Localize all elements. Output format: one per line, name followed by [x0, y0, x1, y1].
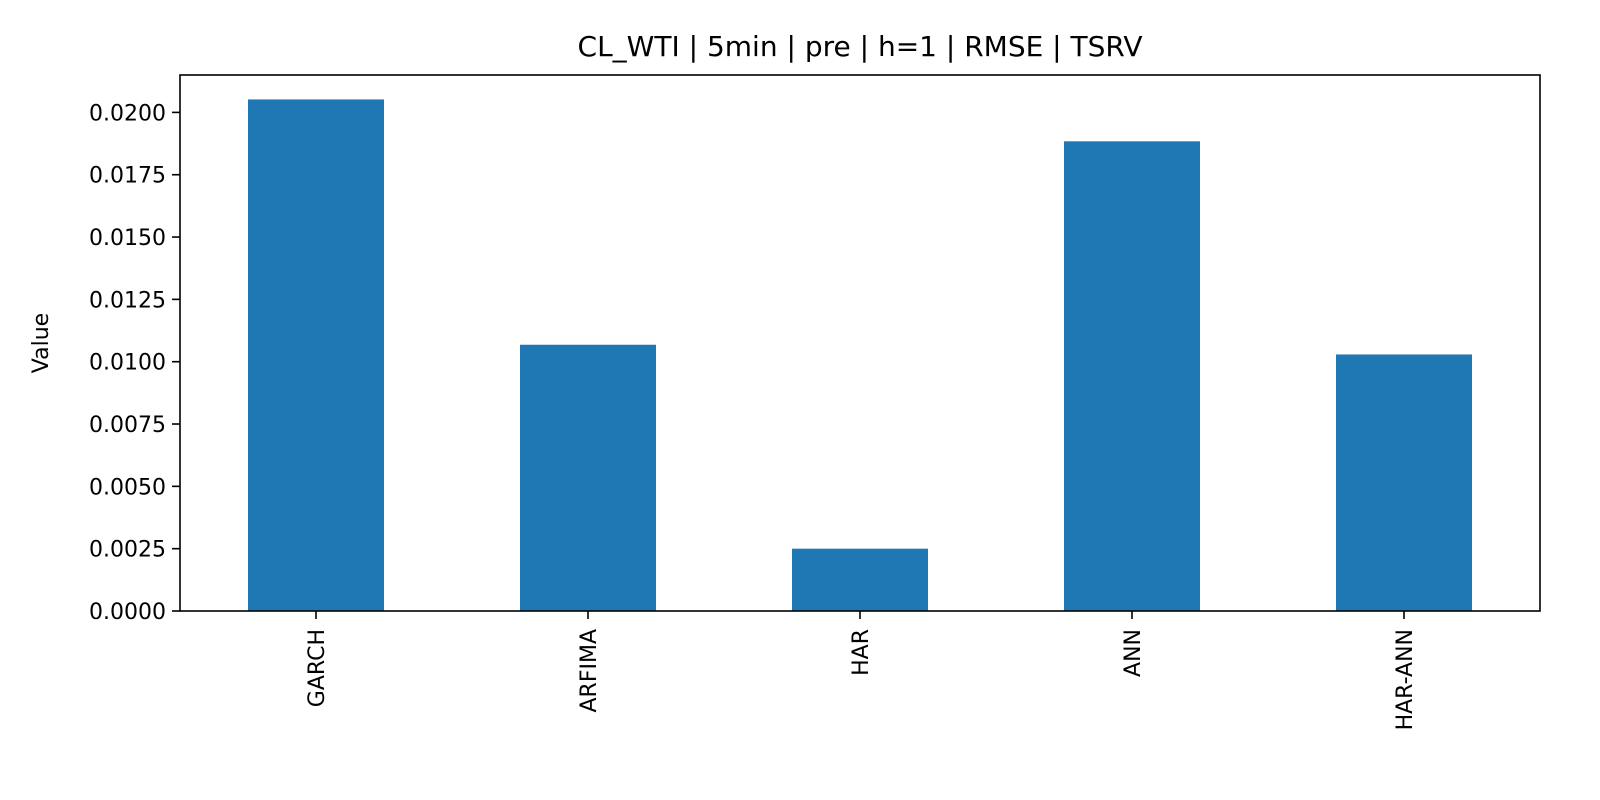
y-axis: 0.0000 0.0025 0.0050 0.0075 0.0100 0.0125 0.01… — [89, 101, 180, 625]
x-axis: GARCH ARFIMA HAR ANN HAR-ANN — [305, 611, 1418, 730]
bar-ann — [1064, 141, 1200, 611]
x-tick-label-har: HAR — [849, 629, 874, 676]
x-tick-label-arfima: ARFIMA — [577, 629, 602, 713]
y-tick-label: 0.0175 — [89, 164, 166, 189]
y-tick-label: 0.0125 — [89, 288, 166, 313]
bar-arfima — [520, 344, 656, 611]
y-tick-label: 0.0000 — [89, 600, 166, 625]
x-tick-label-har-ann: HAR-ANN — [1393, 629, 1418, 730]
bars-group — [248, 99, 1472, 611]
bar-har-ann — [1336, 354, 1472, 611]
bar-har — [792, 548, 928, 611]
x-tick-label-garch: GARCH — [305, 629, 330, 707]
y-tick-label: 0.0150 — [89, 226, 166, 251]
y-tick-label: 0.0075 — [89, 413, 166, 438]
y-tick-label: 0.0025 — [89, 538, 166, 563]
chart-title: CL_WTI | 5min | pre | h=1 | RMSE | TSRV — [578, 30, 1143, 63]
y-axis-label: Value — [29, 313, 54, 373]
x-tick-label-ann: ANN — [1121, 629, 1146, 677]
y-tick-label: 0.0050 — [89, 475, 166, 500]
plot-frame — [179, 74, 1541, 612]
y-tick-label: 0.0100 — [89, 351, 166, 376]
y-tick-label: 0.0200 — [89, 101, 166, 126]
bar-garch — [248, 99, 384, 611]
